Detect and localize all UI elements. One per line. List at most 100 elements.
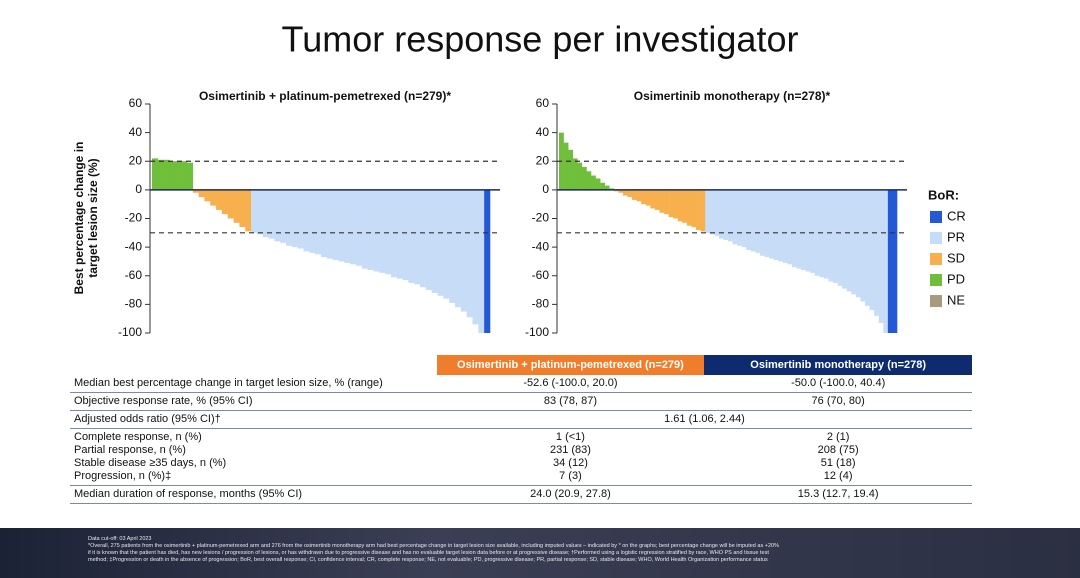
bar xyxy=(828,189,834,282)
y-tick-label: 0 xyxy=(135,182,142,196)
bar xyxy=(233,189,240,223)
charts: Tumor response per investigator Osimerti… xyxy=(72,19,966,340)
cell: 208 (75) xyxy=(817,444,859,456)
bar xyxy=(769,189,774,259)
bar xyxy=(315,189,322,255)
cell: 7 (3) xyxy=(559,470,582,482)
bar xyxy=(379,189,386,273)
bar xyxy=(466,189,473,318)
y-tick-label: -100 xyxy=(118,325,142,339)
bar xyxy=(805,189,811,272)
y-tick-label: -80 xyxy=(125,297,143,311)
bar xyxy=(326,189,333,259)
bar xyxy=(373,189,380,272)
bar xyxy=(443,189,450,299)
legend-swatch xyxy=(930,274,942,286)
legend-label: SD xyxy=(947,250,965,265)
table-row: Adjusted odds ratio (95% CI)† 1.61 (1.06,… xyxy=(70,413,972,426)
table-row: Complete response, n (%) 1 (<1) 2 (1) xyxy=(70,431,972,444)
cell: 76 (70, 80) xyxy=(811,395,865,407)
table-row: Objective response rate, % (95% CI) 83 (7… xyxy=(70,395,972,408)
y-tick-label: -60 xyxy=(125,268,143,282)
footnote: Data cut-off: 03 April 2023 xyxy=(88,536,152,542)
bar xyxy=(332,189,339,261)
bar xyxy=(563,142,569,190)
row-label: Objective response rate, % (95% CI) xyxy=(74,395,253,407)
bar xyxy=(664,189,669,215)
table-header: Osimertinib + platinum-pemetrexed (n=279… xyxy=(70,355,972,375)
bar xyxy=(414,189,421,285)
bar xyxy=(636,189,642,202)
bar xyxy=(472,189,479,325)
bar xyxy=(728,189,733,242)
bar xyxy=(262,189,269,238)
row-label: Adjusted odds ratio (95% CI)† xyxy=(74,413,221,425)
legend-swatch xyxy=(930,211,942,223)
bar xyxy=(700,189,706,232)
bar xyxy=(650,189,656,209)
bar xyxy=(814,189,820,276)
bar xyxy=(210,189,217,206)
legend-label: PR xyxy=(947,229,965,244)
bar xyxy=(737,189,743,246)
bar xyxy=(846,189,852,292)
bar xyxy=(782,189,788,263)
bar xyxy=(216,189,223,210)
legend-swatch xyxy=(930,232,942,244)
bar xyxy=(855,189,861,298)
column-header: Osimertinib monotherapy (n=278) xyxy=(704,355,972,375)
bar xyxy=(654,189,660,210)
bar xyxy=(833,189,838,283)
y-tick-label: -20 xyxy=(125,211,143,225)
cell: 12 (4) xyxy=(823,470,853,482)
bar xyxy=(622,189,628,196)
bar xyxy=(186,162,194,190)
y-tick-label: 0 xyxy=(542,182,549,196)
bar xyxy=(239,189,246,228)
bar xyxy=(297,189,304,249)
bar xyxy=(344,189,351,263)
bar xyxy=(632,189,637,200)
y-tick-label: -40 xyxy=(532,239,550,253)
bar xyxy=(152,158,159,190)
legend-label: PD xyxy=(947,271,965,286)
bar xyxy=(280,189,287,243)
bar xyxy=(773,189,779,261)
table-row: Progression, n (%)‡ 7 (3) 12 (4) xyxy=(70,470,972,483)
bar xyxy=(181,161,188,190)
bar xyxy=(686,189,692,226)
bar xyxy=(251,189,258,233)
bar xyxy=(691,189,697,228)
row-group: Median best percentage change in target … xyxy=(70,375,972,393)
table-row: Median duration of response, months (95%… xyxy=(70,488,972,501)
cell: 1 (<1) xyxy=(555,431,585,443)
bar xyxy=(408,189,415,283)
bar xyxy=(682,189,688,223)
row-group: Median duration of response, months (95%… xyxy=(70,486,972,504)
bar xyxy=(874,189,880,316)
bar xyxy=(590,175,596,190)
bar xyxy=(714,189,720,236)
bar xyxy=(604,185,610,190)
bar xyxy=(723,189,729,240)
cell: 2 (1) xyxy=(826,431,850,443)
bar xyxy=(801,189,806,271)
bar xyxy=(696,189,701,230)
bar xyxy=(268,189,275,239)
bar xyxy=(764,189,770,258)
bar xyxy=(390,189,398,278)
row-label: Progression, n (%)‡ xyxy=(74,470,172,482)
bar xyxy=(709,189,715,235)
bar xyxy=(842,189,848,289)
bar xyxy=(175,161,182,190)
legend-swatch xyxy=(930,253,942,265)
cell: 34 (12) xyxy=(553,457,588,469)
bar xyxy=(746,189,752,250)
bar xyxy=(865,189,870,306)
bar xyxy=(673,189,679,219)
table-row: Median best percentage change in target … xyxy=(70,377,972,390)
bar xyxy=(256,189,264,235)
bar xyxy=(274,189,281,242)
bar xyxy=(286,189,293,246)
bar xyxy=(169,161,176,190)
